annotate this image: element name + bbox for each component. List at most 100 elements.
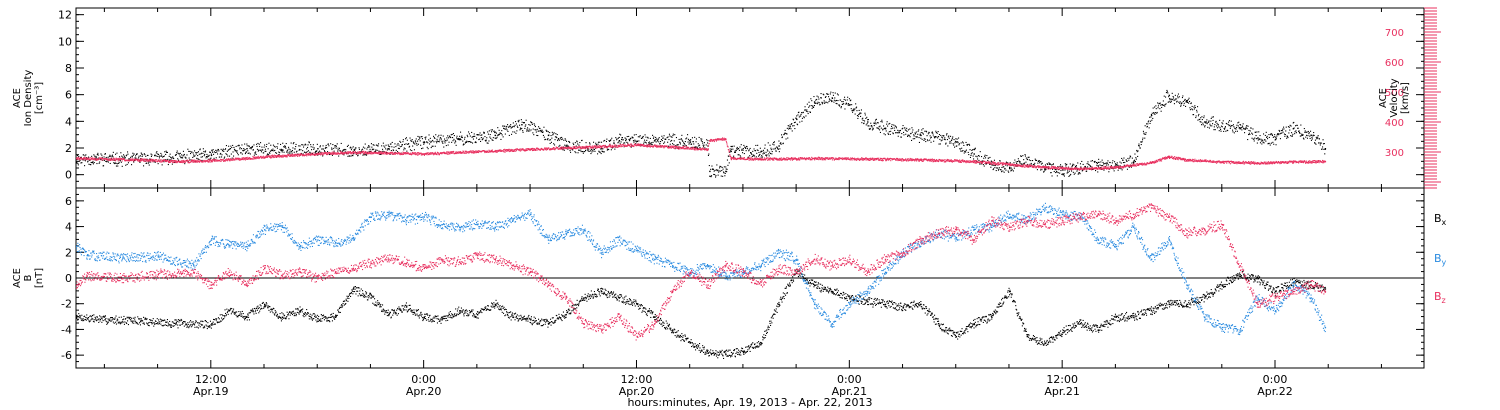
ion-density-point: [845, 103, 847, 105]
ion-density-point: [990, 160, 992, 162]
ion-density-point: [860, 109, 862, 111]
velocity-point: [146, 160, 148, 162]
velocity-point: [280, 156, 282, 158]
ion-density-point: [933, 136, 935, 138]
ion-density-point: [554, 136, 556, 138]
ion-density-point: [696, 147, 698, 149]
ion-density-point: [383, 145, 385, 147]
ion-density-point: [1011, 169, 1013, 171]
velocity-point: [410, 152, 412, 154]
ion-density-point: [1262, 141, 1264, 143]
ion-density-point: [246, 145, 248, 147]
ion-density-point: [960, 142, 962, 144]
ion-density-point: [287, 149, 289, 151]
ion-density-point: [701, 141, 703, 143]
ion-density-point: [1065, 165, 1067, 167]
ion-density-point: [945, 143, 947, 145]
ion-density-point: [1281, 130, 1283, 132]
velocity-point: [281, 155, 283, 157]
ion-density-point: [338, 148, 340, 150]
ion-density-point: [773, 144, 775, 146]
ion-density-point: [97, 152, 99, 154]
velocity-point: [679, 148, 681, 150]
ion-density-point: [724, 175, 726, 177]
ion-density-point: [722, 175, 724, 177]
ion-density-point: [692, 141, 694, 143]
ion-density-point: [748, 149, 750, 151]
velocity-point: [254, 158, 256, 160]
velocity-point: [212, 159, 214, 161]
ion-density-point: [502, 125, 504, 127]
ion-density-point: [450, 134, 452, 136]
ion-density-point: [1081, 160, 1083, 162]
ion-density-point: [260, 151, 262, 153]
ion-density-point: [460, 139, 462, 141]
ion-density-point: [258, 143, 260, 145]
ion-density-point: [594, 150, 596, 152]
ion-density-point: [524, 127, 526, 129]
ion-density-point: [1165, 96, 1167, 98]
ion-density-point: [382, 148, 384, 150]
ion-density-point: [578, 144, 580, 146]
ion-density-point: [236, 151, 238, 153]
ion-density-point: [795, 117, 797, 119]
ion-density-point: [703, 146, 705, 148]
ion-density-point: [981, 160, 983, 162]
ion-density-point: [1003, 166, 1005, 168]
ion-density-point: [411, 150, 413, 152]
velocity-point: [641, 144, 643, 146]
velocity-point: [593, 146, 595, 148]
ion-density-point: [816, 98, 818, 100]
ion-density-point: [461, 135, 463, 137]
ion-density-point: [1067, 171, 1069, 173]
velocity-point: [86, 158, 88, 160]
ion-density-point: [749, 155, 751, 157]
velocity-point: [87, 157, 89, 159]
ion-density-point: [1324, 148, 1326, 150]
velocity-point: [294, 155, 296, 157]
velocity-point: [678, 148, 680, 150]
ion-density-point: [752, 150, 754, 152]
ion-density-point: [1096, 164, 1098, 166]
ion-density-point: [737, 154, 739, 156]
velocity-point: [364, 152, 366, 154]
ion-density-point: [373, 144, 375, 146]
ion-density-point: [1269, 144, 1271, 146]
velocity-point: [260, 155, 262, 157]
ion-density-point: [1239, 127, 1241, 129]
ion-density-point: [1280, 132, 1282, 134]
ion-density-point: [1240, 124, 1242, 126]
ion-density-point: [685, 138, 687, 140]
ion-density-point: [1296, 124, 1298, 126]
velocity-point: [191, 160, 193, 162]
ion-density-point: [99, 158, 101, 160]
ion-density-point: [851, 110, 853, 112]
ion-density-point: [1310, 139, 1312, 141]
ion-density-point: [437, 136, 439, 138]
ion-density-point: [912, 129, 914, 131]
velocity-point: [326, 152, 328, 154]
ion-density-point: [484, 139, 486, 141]
ion-density-point: [877, 127, 879, 129]
right-axis-label-line: [km/s]: [1400, 82, 1411, 114]
ion-density-point: [1089, 165, 1091, 167]
ion-density-point: [76, 162, 78, 164]
ion-density-point: [442, 142, 444, 144]
ion-density-data-point: [547, 134, 550, 137]
velocity-point: [238, 159, 240, 161]
ion-density-point: [559, 144, 561, 146]
ion-density-point: [330, 143, 332, 145]
ion-density-point: [672, 135, 674, 137]
velocity-point: [263, 157, 265, 159]
ion-density-point: [128, 158, 130, 160]
ion-density-point: [241, 148, 243, 150]
ion-density-point: [855, 103, 857, 105]
velocity-point: [394, 152, 396, 154]
ion-density-point: [1156, 112, 1158, 114]
ion-density-point: [661, 135, 663, 137]
ion-density-point: [583, 151, 585, 153]
ion-density-point: [472, 138, 474, 140]
ion-density-point: [534, 126, 536, 128]
velocity-point: [262, 157, 264, 159]
